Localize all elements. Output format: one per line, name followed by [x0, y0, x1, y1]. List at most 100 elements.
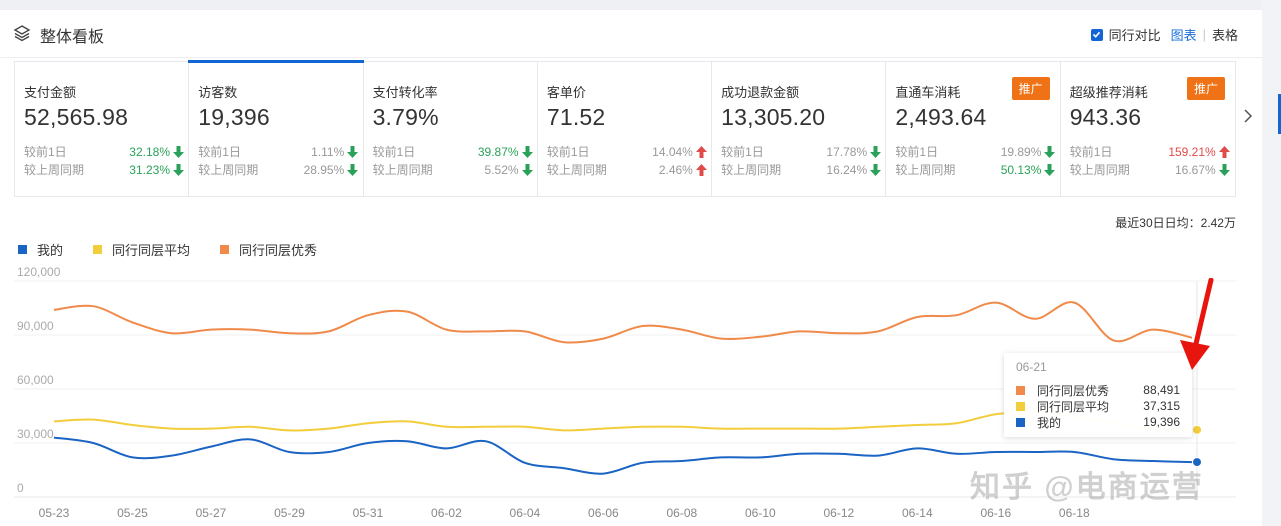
- x-tick-label: 06-18: [1059, 506, 1090, 520]
- comparison-label: 较上周同期: [198, 163, 259, 177]
- legend-item-best[interactable]: 同行同层优秀: [220, 240, 317, 259]
- panel-header: 整体看板 同行对比 图表 | 表格: [0, 10, 1262, 58]
- tooltip-swatch-best: [1016, 385, 1025, 395]
- tooltip-series-name: 同行同层优秀: [1037, 383, 1110, 398]
- comparison-label: 较前1日: [546, 145, 590, 159]
- tooltip-row-best: 同行同层优秀 88,491: [1016, 382, 1180, 398]
- comparison-label: 较前1日: [721, 145, 764, 159]
- chart-tooltip: 06-21 同行同层优秀 88,491 同行同层平均 37,315 我的 19,…: [1004, 353, 1192, 437]
- legend-swatch-best: [220, 245, 230, 254]
- check-icon: [1092, 31, 1101, 38]
- legend-label: 同行同层优秀: [239, 243, 318, 258]
- comparison-row: 较上周同期 2.46%: [547, 161, 707, 179]
- arrow-up-icon: [695, 164, 707, 176]
- metric-label: 访客数: [198, 85, 238, 100]
- x-tick-label: 06-10: [745, 506, 776, 520]
- comparison-percent: 159.21%: [1168, 145, 1216, 159]
- watermark: 知乎 @电商运营: [970, 471, 1204, 504]
- arrow-up-icon: [695, 146, 707, 158]
- tooltip-row-avg: 同行同层平均 37,315: [1016, 398, 1180, 414]
- arrow-down-icon: [870, 146, 882, 158]
- comparison-label: 较上周同期: [721, 163, 782, 177]
- metric-card[interactable]: 支付转化率 3.79% 较前1日 39.87% 较上周同期 5.52%: [364, 62, 538, 196]
- comparison-label: 较上周同期: [895, 163, 956, 177]
- comparison-percent: 32.18%: [129, 145, 170, 159]
- arrow-down-icon: [1044, 164, 1056, 176]
- comparison-row: 较上周同期 16.67%: [1070, 161, 1230, 179]
- promotion-badge[interactable]: 推广: [1186, 77, 1225, 100]
- metric-card[interactable]: 超级推荐消耗 推广 943.36 较前1日 159.21% 较上周同期 16.67%: [1061, 62, 1235, 196]
- x-tick-label: 06-08: [667, 506, 698, 520]
- metric-card[interactable]: 直通车消耗 推广 2,493.64 较前1日 19.89% 较上周同期 50.13%: [886, 62, 1061, 196]
- red-annotation-arrow-icon: [1180, 278, 1214, 370]
- metric-cards: 支付金额 52,565.98 较前1日 32.18% 较上周同期 31.23% 访…: [14, 60, 1236, 197]
- comparison-row: 较前1日 159.21%: [1070, 143, 1230, 161]
- metric-card[interactable]: 访客数 19,396 较前1日 1.11% 较上周同期 28.95%: [188, 60, 364, 196]
- comparison-row: 较前1日 17.78%: [721, 143, 882, 161]
- metric-comparisons: 较前1日 17.78% 较上周同期 16.24%: [721, 143, 885, 179]
- metric-value: 52,565.98: [24, 104, 129, 130]
- tooltip-series-value: 88,491: [1143, 383, 1180, 397]
- side-indicator: [1278, 94, 1281, 134]
- arrow-up-icon: [1218, 146, 1230, 158]
- metric-label: 成功退款金额: [721, 85, 800, 100]
- metric-card[interactable]: 客单价 71.52 较前1日 14.04% 较上周同期 2.46%: [538, 62, 713, 196]
- metric-label: 支付转化率: [372, 85, 438, 100]
- y-tick-label: 30,000: [17, 427, 54, 441]
- tooltip-swatch-avg: [1016, 401, 1025, 411]
- comparison-percent: 31.23%: [129, 163, 170, 177]
- overall-dashboard-panel: 整体看板 同行对比 图表 | 表格 支付金额 52,565.98 较前1日 32.…: [0, 10, 1262, 526]
- x-tick-label: 05-27: [196, 506, 227, 520]
- view-table-link[interactable]: 表格: [1211, 28, 1238, 43]
- promotion-badge[interactable]: 推广: [1011, 77, 1050, 100]
- comparison-row: 较上周同期 31.23%: [24, 161, 184, 179]
- x-tick-label: 05-29: [274, 506, 305, 520]
- metric-comparisons: 较前1日 159.21% 较上周同期 16.67%: [1070, 143, 1235, 179]
- tooltip-series-value: 19,396: [1143, 415, 1180, 429]
- legend-item-mine[interactable]: 我的: [18, 240, 63, 259]
- tooltip-row-mine: 我的 19,396: [1016, 414, 1180, 430]
- comparison-row: 较上周同期 5.52%: [373, 161, 533, 179]
- x-tick-label: 06-02: [431, 506, 462, 520]
- metric-value: 943.36: [1069, 104, 1142, 130]
- comparison-label: 较前1日: [198, 145, 241, 159]
- view-chart-link[interactable]: 图表: [1170, 28, 1197, 43]
- metric-value: 3.79%: [372, 104, 439, 130]
- metric-label: 超级推荐消耗: [1069, 85, 1148, 100]
- metric-label: 客单价: [546, 85, 586, 100]
- legend-item-avg[interactable]: 同行同层平均: [93, 240, 190, 259]
- layers-icon: [13, 25, 31, 42]
- comparison-percent: 16.67%: [1174, 163, 1216, 177]
- comparison-percent: 2.46%: [658, 163, 693, 177]
- data-point-avg: [1192, 424, 1202, 435]
- metric-card[interactable]: 支付金额 52,565.98 较前1日 32.18% 较上周同期 31.23%: [15, 62, 190, 196]
- tooltip-series-value: 37,315: [1143, 399, 1180, 413]
- metric-value: 19,396: [198, 104, 270, 130]
- comparison-row: 较前1日 19.89%: [895, 143, 1056, 161]
- x-tick-label: 05-25: [117, 506, 148, 520]
- legend-label: 我的: [37, 243, 64, 258]
- compare-checkbox[interactable]: [1090, 28, 1103, 41]
- y-tick-label: 90,000: [17, 319, 54, 333]
- comparison-row: 较前1日 39.87%: [373, 143, 533, 161]
- y-tick-label: 60,000: [17, 373, 54, 387]
- compare-label[interactable]: 同行对比: [1108, 28, 1161, 43]
- comparison-row: 较前1日 1.11%: [198, 143, 359, 161]
- view-separator: |: [1202, 27, 1206, 42]
- arrow-down-icon: [870, 164, 882, 176]
- arrow-down-icon: [521, 146, 533, 158]
- comparison-row: 较前1日 32.18%: [24, 143, 184, 161]
- arrow-down-icon: [521, 164, 533, 176]
- arrow-down-icon: [347, 146, 359, 158]
- chevron-right-icon[interactable]: [1240, 106, 1256, 126]
- x-tick-label: 06-06: [588, 506, 619, 520]
- series-line-avg: [53, 411, 1193, 432]
- metric-card[interactable]: 成功退款金额 13,305.20 较前1日 17.78% 较上周同期 16.24%: [712, 62, 887, 196]
- comparison-row: 较上周同期 16.24%: [721, 161, 882, 179]
- comparison-label: 较前1日: [24, 145, 67, 159]
- comparison-percent: 5.52%: [484, 163, 519, 177]
- comparison-row: 较前1日 14.04%: [547, 143, 707, 161]
- x-tick-label: 06-14: [902, 506, 933, 520]
- line-chart[interactable]: 0 30,000 60,000 90,000 120,000 05-23 05-25 05-2…: [0, 260, 1262, 526]
- comparison-percent: 16.24%: [826, 163, 868, 177]
